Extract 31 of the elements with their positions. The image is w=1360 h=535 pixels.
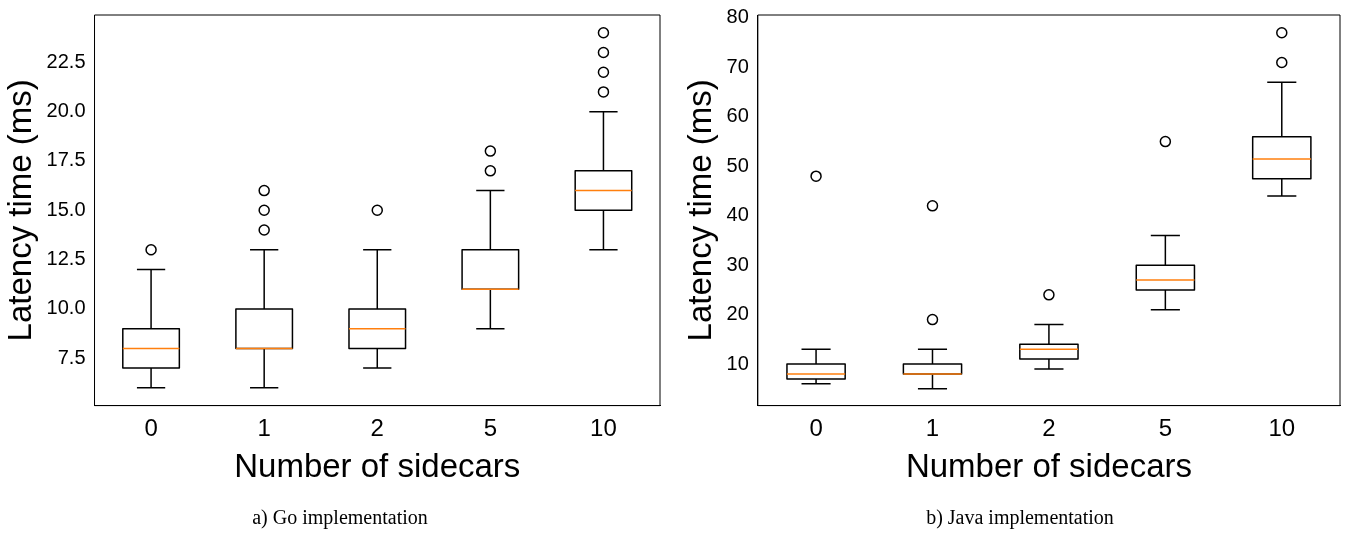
y-tick-label: 10.0 xyxy=(46,296,86,319)
y-tick-label: 12.5 xyxy=(46,247,86,270)
x-tick-label: 10 xyxy=(1268,413,1296,441)
x-tick-label: 5 xyxy=(1158,413,1173,441)
x-axis-title: Number of sidecars xyxy=(905,447,1192,485)
text: a) Go implementation xyxy=(251,506,429,529)
y-tick-label: 20.0 xyxy=(46,99,86,122)
y-tick-label: 20 xyxy=(726,302,749,325)
text: b) Java implementation xyxy=(925,506,1115,529)
y-tick-label: 15.0 xyxy=(46,197,86,220)
x-axis-title: Number of sidecars xyxy=(234,447,521,485)
x-tick-label: 0 xyxy=(809,413,823,441)
x-tick-label: 2 xyxy=(370,413,384,441)
x-tick-label: 10 xyxy=(590,413,617,441)
y-tick-label: 70 xyxy=(726,54,749,77)
x-tick-label: 1 xyxy=(257,413,271,441)
x-tick-label: 5 xyxy=(483,413,498,441)
y-tick-label: 40 xyxy=(726,203,749,226)
y-tick-label: 80 xyxy=(726,5,749,28)
y-tick-label: 22.5 xyxy=(46,49,86,72)
y-axis-title: Latency time (ms) xyxy=(0,79,38,342)
y-tick-label: 10 xyxy=(726,351,749,374)
x-tick-label: 1 xyxy=(925,413,940,441)
y-tick-label: 7.5 xyxy=(57,345,86,368)
y-tick-label: 30 xyxy=(726,252,749,275)
x-tick-label: 2 xyxy=(1042,413,1056,441)
y-tick-label: 50 xyxy=(726,153,749,176)
y-tick-label: 60 xyxy=(726,104,749,127)
x-tick-label: 0 xyxy=(144,413,158,441)
y-axis-title: Latency time (ms) xyxy=(680,79,718,342)
y-tick-label: 17.5 xyxy=(46,148,86,171)
